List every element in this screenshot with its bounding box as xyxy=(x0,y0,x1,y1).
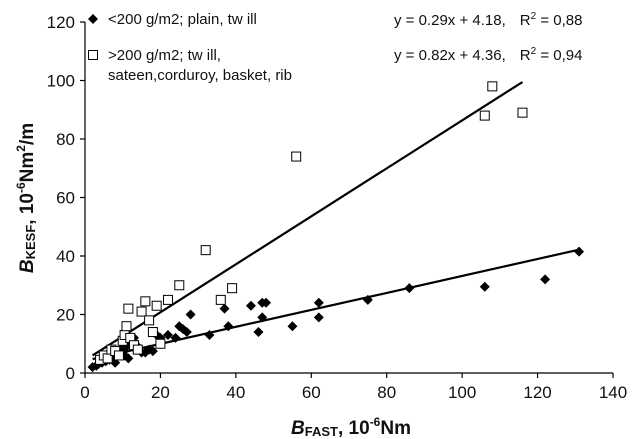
data-point-series-1 xyxy=(313,312,324,323)
x-tick-label: 40 xyxy=(226,383,245,402)
equation-series-2: y = 0.82x + 4.36, R2 = 0,94 xyxy=(394,46,582,64)
plot-area: 0 20 40 60 80 100 120 140 0 20 40 60 80 100 120 xyxy=(47,13,628,402)
data-point-series-2 xyxy=(147,327,158,338)
trendline-group xyxy=(91,81,580,361)
legend-marker-square xyxy=(88,50,98,60)
x-tick-label: 80 xyxy=(377,383,396,402)
data-point-series-2 xyxy=(144,315,155,326)
data-point-series-1 xyxy=(257,312,268,323)
y-tick-label: 100 xyxy=(47,72,75,91)
data-point-series-1 xyxy=(185,309,196,320)
y-tick-label: 20 xyxy=(56,306,75,325)
data-point-series-2 xyxy=(155,338,166,349)
y-tick-label: 80 xyxy=(56,130,75,149)
data-point-series-1 xyxy=(362,294,373,305)
x-axis-title: BFAST, 10-6Nm xyxy=(291,415,411,439)
legend-label-series-2: >200 g/m2; tw ill, xyxy=(108,47,221,64)
trend-equations: y = 0.29x + 4.18, R2 = 0,88 y = 0.82x + 4… xyxy=(394,11,582,64)
data-point-series-1 xyxy=(181,327,192,338)
data-point-series-1 xyxy=(261,297,272,308)
data-point-series-2 xyxy=(291,151,302,162)
trendline-series-2 xyxy=(91,81,524,357)
x-tick-label: 60 xyxy=(302,383,321,402)
x-tick-label: 120 xyxy=(523,383,551,402)
data-point-series-2 xyxy=(162,294,173,305)
x-tick-label: 100 xyxy=(448,383,476,402)
data-point-series-1 xyxy=(287,321,298,332)
y-tick-group: 0 20 40 60 80 100 120 xyxy=(47,13,85,383)
data-point-series-2 xyxy=(487,81,498,92)
data-point-series-1 xyxy=(219,303,230,314)
data-point-series-1 xyxy=(479,281,490,292)
x-tick-group: 0 20 40 60 80 100 120 140 xyxy=(80,373,627,402)
data-point-series-1 xyxy=(162,329,173,340)
data-point-group xyxy=(87,81,585,373)
data-point-series-1 xyxy=(404,283,415,294)
data-point-series-1 xyxy=(123,353,134,364)
equation-series-1: y = 0.29x + 4.18, R2 = 0,88 xyxy=(394,11,582,29)
data-point-series-2 xyxy=(215,294,226,305)
data-point-series-1 xyxy=(147,346,158,357)
data-point-series-1 xyxy=(313,297,324,308)
x-tick-label: 140 xyxy=(599,383,627,402)
data-point-series-2 xyxy=(132,344,143,355)
x-tick-label: 20 xyxy=(151,383,170,402)
x-tick-label: 0 xyxy=(80,383,89,402)
data-point-series-2 xyxy=(113,350,124,361)
data-point-series-2 xyxy=(140,296,151,307)
data-point-series-1 xyxy=(253,327,264,338)
data-point-series-1 xyxy=(245,300,256,311)
data-point-series-2 xyxy=(200,245,211,256)
legend-label-series-2-line2: sateen,corduroy, basket, rib xyxy=(108,67,292,84)
data-point-series-1 xyxy=(540,274,551,285)
legend-label-series-1: <200 g/m2; plain, tw ill xyxy=(108,11,257,28)
y-tick-label: 40 xyxy=(56,247,75,266)
y-tick-label: 60 xyxy=(56,189,75,208)
data-point-series-2 xyxy=(136,306,147,317)
data-point-series-1 xyxy=(574,246,585,257)
data-point-series-1 xyxy=(223,321,234,332)
y-tick-label: 120 xyxy=(47,13,75,32)
data-point-series-1 xyxy=(170,332,181,343)
data-point-series-1 xyxy=(204,329,215,340)
data-point-series-2 xyxy=(123,303,134,314)
y-axis-title: BKESF, 10-6Nm2/m xyxy=(14,123,38,273)
data-point-series-2 xyxy=(121,321,132,332)
legend-marker-diamond xyxy=(88,14,98,24)
data-point-series-2 xyxy=(517,107,528,118)
data-point-series-2 xyxy=(479,110,490,121)
y-tick-label: 0 xyxy=(66,364,75,383)
data-point-series-2 xyxy=(151,300,162,311)
legend: <200 g/m2; plain, tw ill >200 g/m2; tw i… xyxy=(88,11,292,84)
data-point-series-2 xyxy=(227,283,238,294)
data-point-series-2 xyxy=(174,280,185,291)
